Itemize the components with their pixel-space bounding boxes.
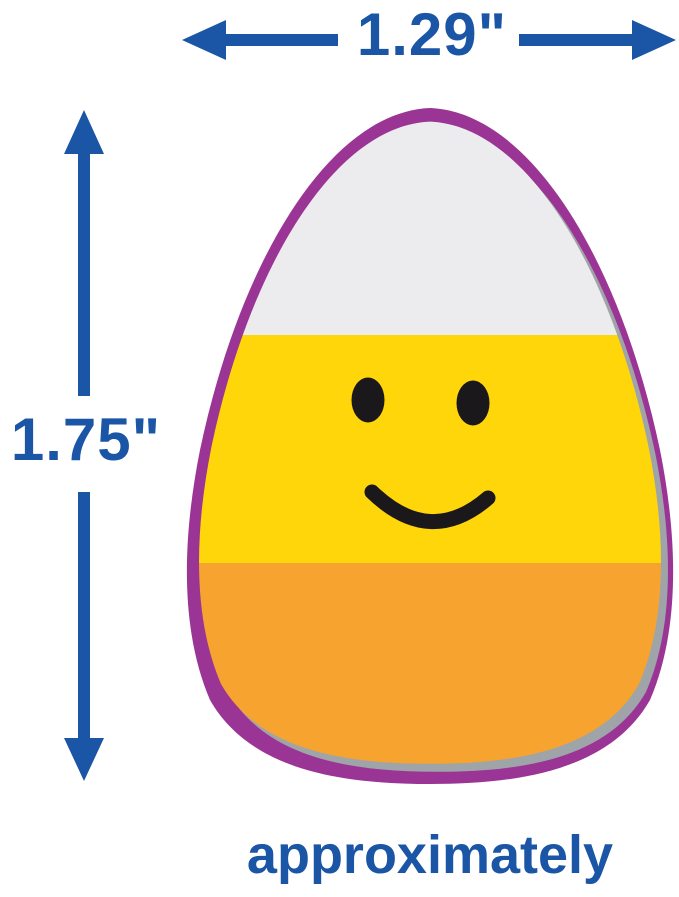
- smile: [364, 484, 496, 529]
- arrow-down-icon: [64, 492, 104, 781]
- arrow-right-icon: [519, 20, 676, 60]
- arrow-up-icon: [64, 110, 104, 396]
- height-dimension-label: 1.75": [10, 406, 162, 473]
- left-eye: [351, 377, 385, 423]
- candy-corn-yellow-band: [199, 335, 661, 563]
- right-eye: [456, 380, 490, 426]
- approximately-caption: approximately: [246, 825, 614, 885]
- candy-corn-orange-band: [199, 563, 661, 764]
- width-dimension-label: 1.29": [356, 1, 508, 68]
- arrow-left-icon: [182, 20, 338, 60]
